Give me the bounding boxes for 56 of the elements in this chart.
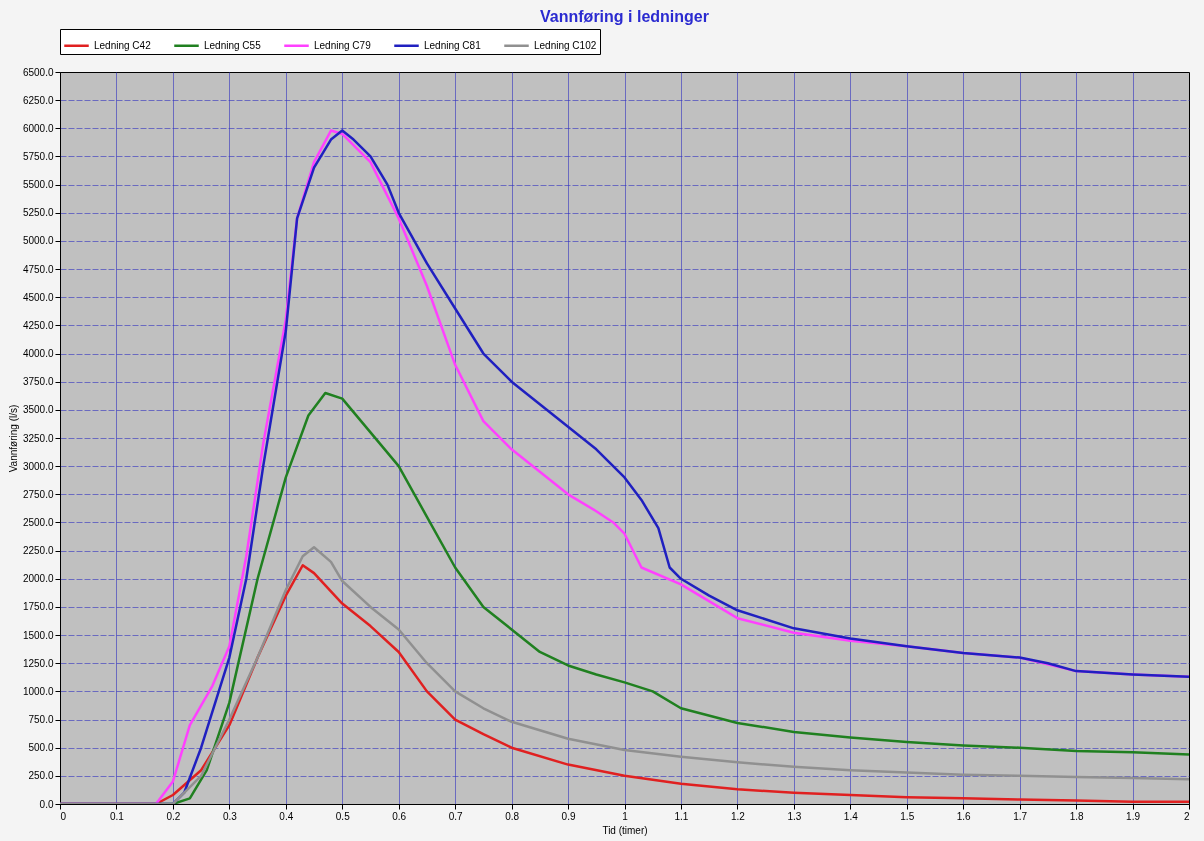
y-axis-title: Vannføring (l/s): [7, 404, 19, 473]
y-tick-label: 5250.0: [22, 207, 54, 219]
y-tick-label: 4500.0: [22, 291, 54, 303]
x-tick-label: 0.2: [166, 810, 181, 822]
x-tick-label: 1.4: [843, 810, 859, 822]
y-tick-label: 750.0: [28, 714, 54, 726]
x-tick-label: 1.1: [674, 810, 689, 822]
legend-label: Ledning C102: [534, 39, 597, 51]
y-tick-label: 3750.0: [22, 376, 54, 388]
legend-label: Ledning C55: [204, 39, 262, 51]
y-tick-label: 2000.0: [22, 573, 54, 585]
x-tick-label: 0.5: [335, 810, 351, 822]
y-tick-label: 6250.0: [22, 94, 54, 106]
y-tick-label: 4750.0: [22, 263, 54, 275]
x-tick-label: 1: [622, 810, 629, 822]
y-tick-label: 4000.0: [22, 348, 54, 360]
legend-label: Ledning C79: [314, 39, 372, 51]
chart-title: Vannføring i ledninger: [540, 7, 709, 25]
x-tick-label: 0.1: [110, 810, 125, 822]
y-tick-label: 250.0: [28, 770, 54, 782]
y-tick-label: 2750.0: [22, 488, 54, 500]
x-tick-label: 2: [1183, 810, 1190, 822]
x-tick-label: 1.7: [1013, 810, 1028, 822]
y-tick-label: 1750.0: [22, 601, 54, 613]
y-tick-label: 1000.0: [22, 685, 54, 697]
x-tick-label: 1.6: [956, 810, 972, 822]
y-tick-label: 0.0: [39, 798, 54, 810]
x-tick-label: 0.9: [561, 810, 576, 822]
y-tick-label: 2500.0: [22, 516, 54, 528]
x-tick-label: 0.4: [279, 810, 294, 822]
y-tick-label: 1250.0: [22, 657, 54, 669]
y-tick-label: 1500.0: [22, 629, 54, 641]
y-tick-label: 3500.0: [22, 404, 54, 416]
x-tick-label: 0.6: [392, 810, 407, 822]
y-tick-label: 5500.0: [22, 179, 54, 191]
x-tick-label: 1.5: [900, 810, 915, 822]
y-tick-label: 500.0: [28, 742, 54, 754]
x-tick-label: 0: [60, 810, 67, 822]
x-tick-label: 0.3: [222, 810, 238, 822]
y-tick-label: 5750.0: [22, 150, 54, 162]
x-tick-label: 1.9: [1126, 810, 1141, 822]
x-tick-label: 0.8: [505, 810, 520, 822]
y-tick-label: 3250.0: [22, 432, 54, 444]
legend-label: Ledning C81: [424, 39, 482, 51]
y-tick-label: 2250.0: [22, 545, 54, 557]
x-tick-label: 0.7: [448, 810, 464, 822]
legend-label: Ledning C42: [94, 39, 152, 51]
x-tick-label: 1.2: [730, 810, 746, 822]
y-tick-label: 5000.0: [22, 235, 54, 247]
x-tick-label: 1.8: [1069, 810, 1084, 822]
x-axis-title: Tid (timer): [602, 824, 648, 836]
y-tick-label: 4250.0: [22, 319, 54, 331]
y-tick-label: 6500.0: [22, 66, 54, 78]
y-tick-label: 6000.0: [22, 122, 54, 134]
x-tick-label: 1.3: [787, 810, 802, 822]
y-tick-label: 3000.0: [22, 460, 54, 472]
